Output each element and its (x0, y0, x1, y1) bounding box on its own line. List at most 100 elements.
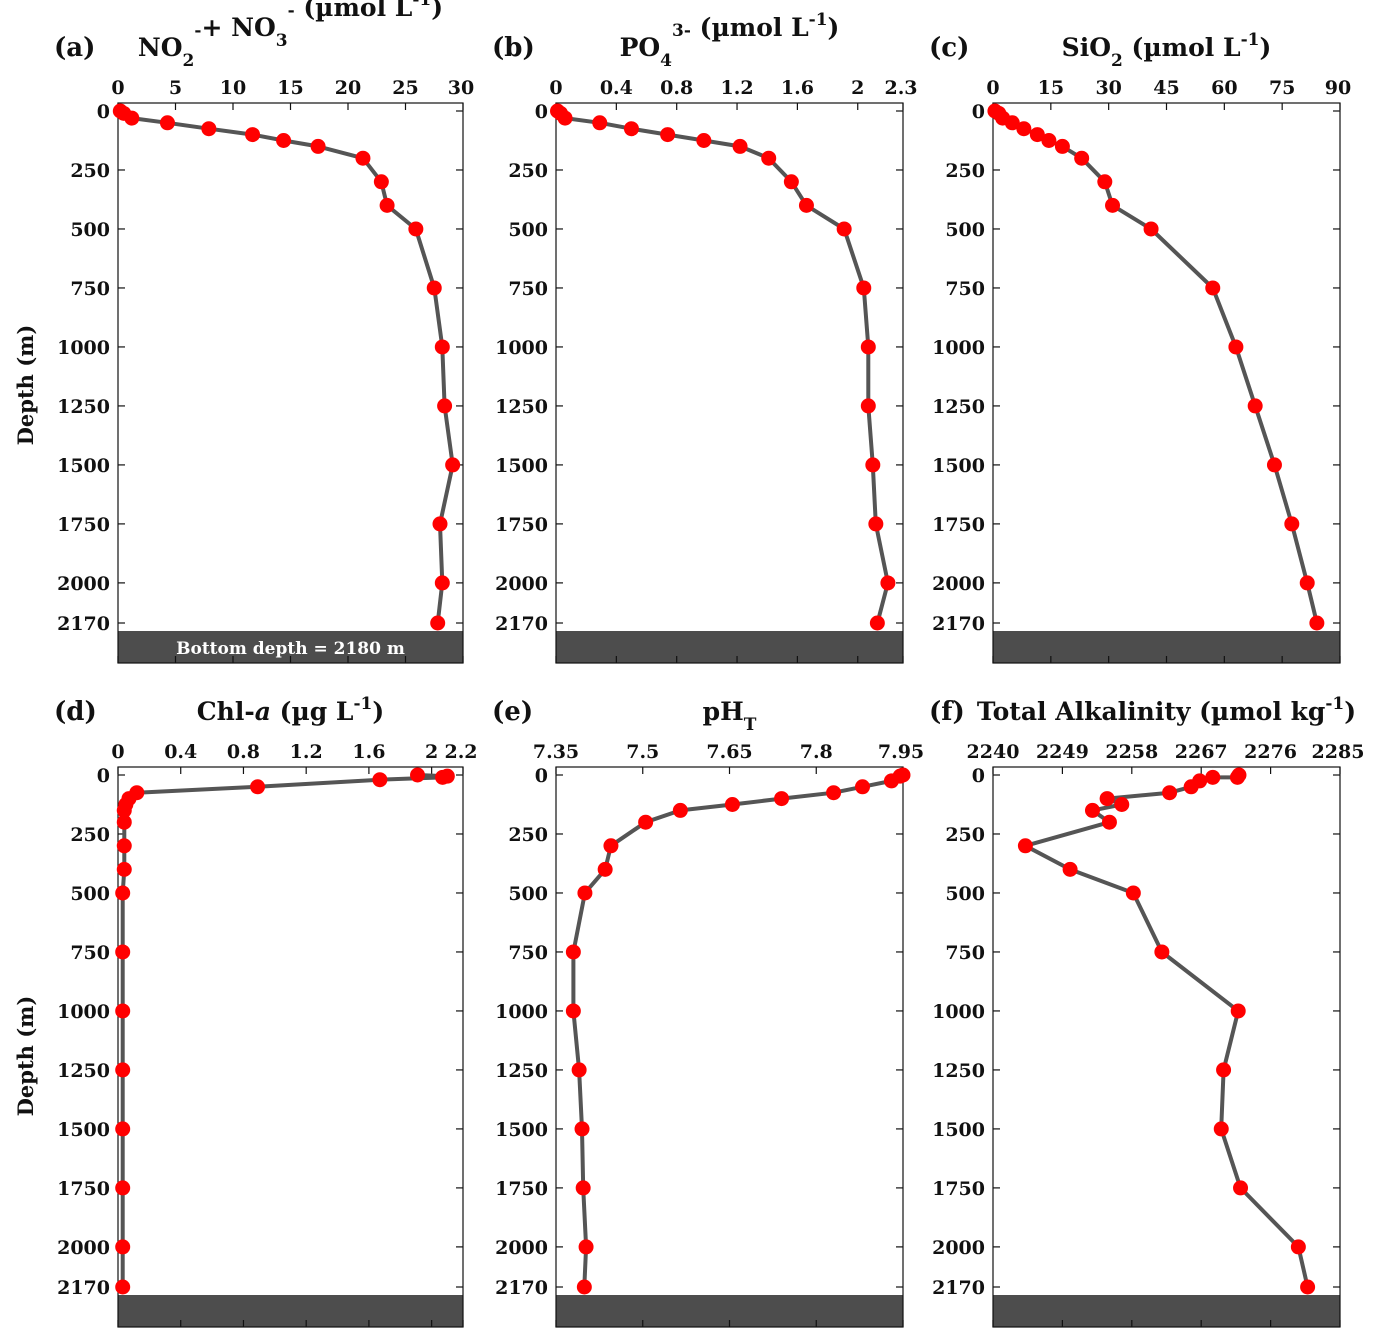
y-tick-label: 1750 (932, 514, 985, 536)
y-tick-label: 2170 (57, 613, 110, 635)
x-tick-label: 1.6 (352, 741, 385, 763)
data-point (1099, 791, 1115, 807)
x-tick-label: 45 (1153, 77, 1179, 99)
data-point (577, 885, 593, 901)
data-point (557, 110, 573, 126)
data-point (638, 814, 654, 830)
series-line (556, 109, 890, 624)
data-point (1154, 944, 1170, 960)
data-point (565, 944, 581, 960)
y-tick-label: 750 (508, 942, 548, 964)
y-tick-label: 1750 (495, 514, 548, 536)
y-tick-label: 1750 (495, 1178, 548, 1200)
y-tick-label: 500 (508, 219, 548, 241)
data-point (373, 174, 389, 190)
data-point (115, 944, 131, 960)
data-point (432, 516, 448, 532)
x-tick-label: 7.65 (706, 741, 752, 763)
x-tick-label: 2 (851, 77, 864, 99)
y-tick-label: 250 (945, 824, 985, 846)
panel-label: (d) (54, 697, 97, 727)
data-point (1309, 615, 1325, 631)
data-point (578, 1239, 594, 1255)
y-tick-label: 1500 (495, 455, 548, 477)
x-tick-label: 1.6 (781, 77, 814, 99)
data-point (372, 772, 388, 788)
data-point (724, 796, 740, 812)
data-point (597, 861, 613, 877)
data-point (868, 516, 884, 532)
y-tick-label: 1750 (57, 514, 110, 536)
x-tick-label: 2.3 (884, 77, 917, 99)
data-point (856, 280, 872, 296)
panel-label: (f) (929, 697, 965, 727)
y-tick-label: 0 (535, 101, 548, 123)
y-tick-label: 250 (70, 824, 110, 846)
series-line (571, 773, 904, 1288)
y-axis-label-bottom: Depth (m) (13, 996, 38, 1117)
y-tick-label: 1500 (495, 1119, 548, 1141)
y-tick-label: 0 (535, 765, 548, 787)
data-point (116, 861, 132, 877)
bottom-depth-bar (118, 1295, 463, 1327)
data-point (434, 339, 450, 355)
series-line (120, 773, 450, 1287)
y-tick-label: 1500 (57, 1119, 110, 1141)
data-point (245, 127, 261, 143)
y-tick-label: 250 (508, 160, 548, 182)
data-point (310, 138, 326, 154)
y-tick-label: 1000 (57, 1001, 110, 1023)
data-point (1054, 138, 1070, 154)
x-tick-label: 25 (392, 77, 418, 99)
axes-frame (555, 102, 904, 664)
y-tick-label: 2000 (932, 1237, 985, 1259)
y-tick-label: 750 (945, 942, 985, 964)
data-point (435, 769, 451, 785)
data-point (201, 121, 217, 137)
bottom-depth-bar (993, 1295, 1340, 1327)
data-point (124, 110, 140, 126)
x-tick-label: 0.8 (660, 77, 693, 99)
data-point (571, 1062, 587, 1078)
x-tick-label: 10 (220, 77, 246, 99)
data-point (1016, 121, 1032, 137)
data-point (115, 1180, 131, 1196)
panel-title: SiO2 (µmol L-1) (1062, 30, 1272, 71)
panel-c: 0 15 30 45 60 75 90 0 250 500 750 1000 1250 1500 1750 2… (929, 30, 1351, 664)
data-point (1041, 132, 1057, 148)
data-point (1230, 1003, 1246, 1019)
data-point (883, 773, 899, 789)
x-tick-label: 0 (549, 77, 562, 99)
data-point (1143, 221, 1159, 237)
data-point (783, 174, 799, 190)
x-tick-label: 0 (111, 741, 124, 763)
x-tick-label: 60 (1211, 77, 1237, 99)
x-tick-label: 0 (111, 77, 124, 99)
x-tick-label: 7.8 (800, 741, 833, 763)
x-tick-label: 1.2 (290, 741, 323, 763)
y-tick-label: 1250 (495, 1060, 548, 1082)
data-point (880, 575, 896, 591)
data-point (426, 280, 442, 296)
y-tick-label: 750 (70, 942, 110, 964)
axes-frame (117, 102, 464, 664)
data-point (116, 802, 132, 818)
bottom-depth-note: Bottom depth = 2180 m (176, 639, 405, 659)
data-point (116, 838, 132, 854)
x-tick-label: 15 (1038, 77, 1064, 99)
y-tick-label: 2000 (495, 573, 548, 595)
data-point (1266, 457, 1282, 473)
y-tick-label: 0 (972, 101, 985, 123)
data-point (1229, 769, 1245, 785)
y-tick-label: 2170 (495, 613, 548, 635)
y-tick-label: 750 (508, 278, 548, 300)
x-tick-label: 2276 (1244, 741, 1297, 763)
y-tick-label: 2170 (495, 1277, 548, 1299)
series-line (993, 109, 1319, 624)
data-point (623, 121, 639, 137)
y-tick-label: 250 (70, 160, 110, 182)
data-point (1290, 1239, 1306, 1255)
data-point (1247, 398, 1263, 414)
y-tick-label: 1000 (932, 1001, 985, 1023)
